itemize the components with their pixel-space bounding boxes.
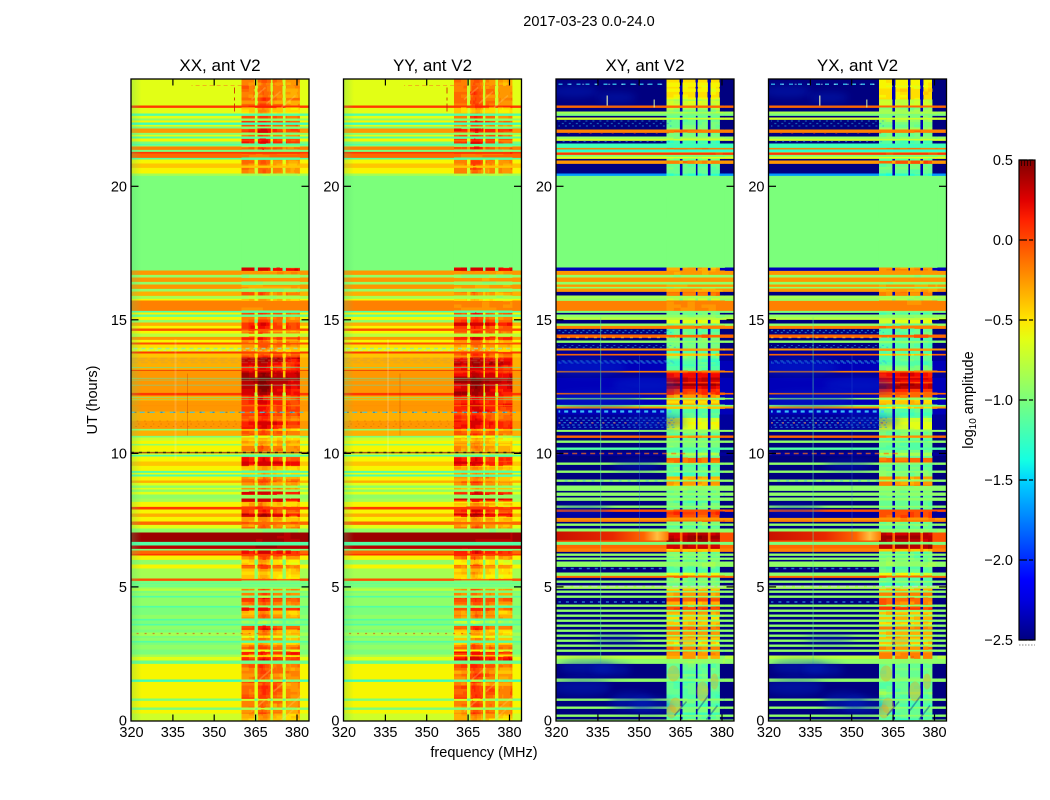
svg-text:2017-03-23 0.0-24.0: 2017-03-23 0.0-24.0 bbox=[523, 14, 654, 30]
svg-text:0.5: 0.5 bbox=[993, 153, 1013, 169]
svg-text:5: 5 bbox=[756, 580, 764, 596]
svg-text:365: 365 bbox=[456, 725, 480, 741]
svg-text:15: 15 bbox=[323, 313, 339, 329]
svg-text:0: 0 bbox=[756, 714, 764, 730]
svg-text:365: 365 bbox=[244, 725, 268, 741]
svg-text:20: 20 bbox=[111, 179, 127, 195]
svg-text:0: 0 bbox=[544, 714, 552, 730]
svg-text:320: 320 bbox=[757, 725, 781, 741]
svg-text:YY, ant V2: YY, ant V2 bbox=[393, 56, 472, 75]
svg-text:0: 0 bbox=[119, 714, 127, 730]
svg-text:335: 335 bbox=[161, 725, 185, 741]
svg-text:frequency (MHz): frequency (MHz) bbox=[430, 745, 537, 761]
svg-text:335: 335 bbox=[373, 725, 397, 741]
svg-text:320: 320 bbox=[544, 725, 568, 741]
svg-text:0: 0 bbox=[331, 714, 339, 730]
svg-text:XY, ant V2: XY, ant V2 bbox=[605, 56, 684, 75]
svg-text:15: 15 bbox=[111, 313, 127, 329]
svg-text:YX, ant V2: YX, ant V2 bbox=[817, 56, 898, 75]
svg-text:0.0: 0.0 bbox=[993, 233, 1013, 249]
svg-text:UT (hours): UT (hours) bbox=[85, 365, 101, 434]
svg-text:335: 335 bbox=[586, 725, 610, 741]
svg-text:380: 380 bbox=[922, 725, 946, 741]
svg-text:350: 350 bbox=[627, 725, 651, 741]
svg-text:20: 20 bbox=[536, 179, 552, 195]
svg-text:20: 20 bbox=[748, 179, 764, 195]
svg-text:15: 15 bbox=[536, 313, 552, 329]
svg-text:10: 10 bbox=[536, 446, 552, 462]
svg-text:−1.0: −1.0 bbox=[984, 393, 1013, 409]
svg-text:10: 10 bbox=[323, 446, 339, 462]
svg-text:5: 5 bbox=[544, 580, 552, 596]
svg-text:log10 amplitude: log10 amplitude bbox=[961, 351, 979, 448]
svg-text:−1.5: −1.5 bbox=[984, 473, 1013, 489]
svg-text:380: 380 bbox=[497, 725, 521, 741]
svg-text:5: 5 bbox=[331, 580, 339, 596]
svg-text:380: 380 bbox=[285, 725, 309, 741]
svg-text:−2.5: −2.5 bbox=[984, 633, 1013, 649]
svg-text:320: 320 bbox=[332, 725, 356, 741]
svg-text:15: 15 bbox=[748, 313, 764, 329]
svg-text:380: 380 bbox=[710, 725, 734, 741]
svg-text:−2.0: −2.0 bbox=[984, 553, 1013, 569]
svg-text:335: 335 bbox=[798, 725, 822, 741]
svg-text:320: 320 bbox=[119, 725, 143, 741]
svg-text:350: 350 bbox=[415, 725, 439, 741]
svg-text:10: 10 bbox=[111, 446, 127, 462]
svg-text:20: 20 bbox=[323, 179, 339, 195]
svg-text:10: 10 bbox=[748, 446, 764, 462]
svg-text:−0.5: −0.5 bbox=[984, 313, 1013, 329]
svg-text:350: 350 bbox=[840, 725, 864, 741]
svg-text:350: 350 bbox=[202, 725, 226, 741]
svg-text:365: 365 bbox=[669, 725, 693, 741]
svg-text:365: 365 bbox=[881, 725, 905, 741]
svg-text:XX, ant V2: XX, ant V2 bbox=[179, 56, 260, 75]
svg-text:5: 5 bbox=[119, 580, 127, 596]
